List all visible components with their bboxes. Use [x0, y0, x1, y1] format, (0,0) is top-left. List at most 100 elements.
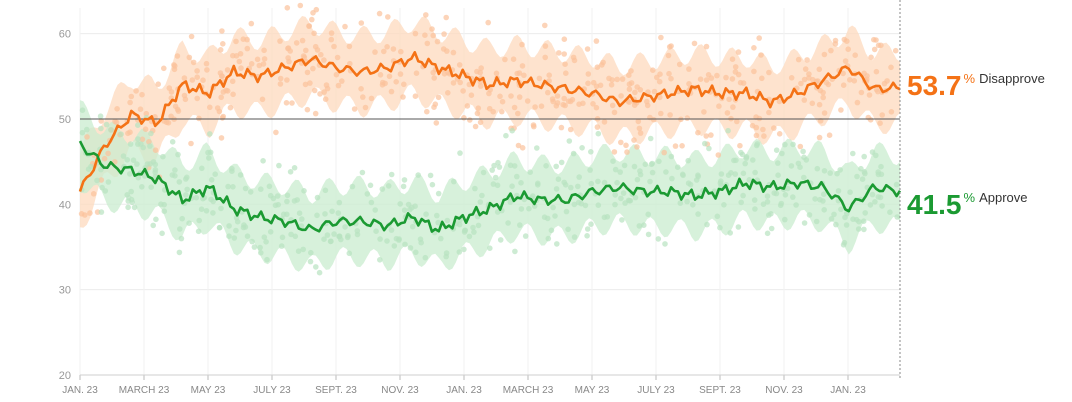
poll-dot-disapprove [715, 152, 722, 158]
poll-dot-disapprove [515, 142, 522, 149]
poll-dot-approve [494, 182, 501, 189]
x-tick-label: SEPT. 23 [315, 385, 357, 396]
poll-dot-approve [728, 170, 734, 176]
poll-dot-approve [727, 230, 733, 236]
poll-dot-approve [622, 200, 628, 206]
poll-dot-approve [258, 186, 264, 192]
poll-dot-approve [788, 163, 795, 169]
poll-dot-approve [828, 216, 835, 222]
poll-dot-disapprove [546, 72, 552, 78]
poll-dot-approve [263, 239, 269, 245]
poll-dot-approve [477, 199, 484, 205]
poll-dot-disapprove [852, 52, 858, 58]
poll-dot-approve [307, 258, 314, 265]
poll-dot-disapprove [828, 47, 834, 54]
poll-dot-disapprove [585, 71, 592, 77]
poll-dot-disapprove [524, 98, 531, 104]
poll-dot-approve [873, 152, 879, 159]
poll-dot-disapprove [324, 85, 331, 92]
poll-dot-disapprove [542, 43, 549, 49]
poll-dot-disapprove [388, 88, 395, 95]
x-tick-label: MARCH 23 [119, 385, 170, 396]
poll-dot-approve [587, 167, 593, 173]
poll-dot-approve [575, 183, 581, 190]
poll-dot-approve [862, 210, 868, 216]
poll-dot-approve [338, 236, 344, 243]
poll-dot-approve [118, 131, 124, 137]
poll-dot-disapprove [826, 132, 833, 138]
poll-dot-disapprove [259, 96, 266, 103]
poll-dot-approve [249, 238, 255, 245]
poll-dot-approve [128, 188, 134, 195]
poll-dot-disapprove [114, 106, 120, 112]
poll-dot-approve [773, 190, 780, 197]
poll-dot-disapprove [328, 30, 335, 36]
poll-dot-disapprove [861, 70, 867, 77]
poll-dot-disapprove [335, 82, 342, 89]
x-tick-label: MARCH 23 [503, 385, 554, 396]
poll-dot-approve [94, 177, 100, 184]
x-tick-label: JULY 23 [253, 385, 291, 396]
poll-dot-disapprove [390, 46, 397, 52]
poll-dot-disapprove [776, 98, 783, 105]
uncertainty-bands [80, 16, 900, 272]
poll-dot-approve [472, 185, 478, 192]
poll-dot-approve [401, 207, 408, 213]
poll-dot-approve [790, 194, 796, 200]
poll-dot-approve [680, 172, 686, 179]
poll-dot-approve [752, 206, 758, 212]
poll-dot-disapprove [735, 49, 742, 55]
poll-dot-disapprove [244, 45, 251, 52]
poll-dot-approve [812, 196, 818, 202]
poll-dot-disapprove [766, 109, 772, 116]
poll-dot-approve [257, 244, 263, 251]
poll-dot-approve [231, 235, 238, 241]
poll-dot-disapprove [618, 139, 624, 146]
poll-dot-disapprove [561, 95, 567, 102]
poll-dot-approve [349, 183, 356, 190]
disapprove-unit: % [963, 71, 976, 86]
poll-dot-approve [298, 223, 305, 229]
poll-dot-approve [267, 229, 274, 235]
poll-dot-disapprove [229, 78, 236, 85]
poll-dot-disapprove [554, 100, 561, 106]
poll-dot-disapprove [139, 136, 146, 143]
poll-dot-disapprove [105, 150, 111, 157]
poll-dot-disapprove [393, 79, 400, 85]
poll-dot-disapprove [637, 87, 644, 93]
poll-dot-approve [507, 199, 514, 205]
poll-dot-approve [588, 221, 594, 227]
poll-dot-disapprove [676, 61, 683, 68]
poll-dot-approve [612, 166, 619, 173]
poll-dot-disapprove [429, 26, 435, 32]
poll-dot-approve [199, 165, 205, 172]
poll-dot-approve [706, 145, 712, 152]
poll-dot-disapprove [873, 86, 880, 93]
poll-dot-approve [503, 132, 509, 139]
poll-dot-approve [867, 202, 874, 208]
poll-dot-approve [300, 246, 307, 253]
poll-dot-approve [377, 236, 383, 242]
poll-dot-approve [206, 155, 212, 161]
poll-dot-approve [742, 160, 748, 167]
poll-dot-disapprove [562, 102, 568, 109]
poll-dot-disapprove [216, 108, 223, 115]
poll-dot-disapprove [139, 91, 145, 98]
poll-dot-approve [105, 179, 112, 185]
poll-dot-approve [687, 181, 694, 188]
poll-dot-disapprove [576, 101, 582, 107]
poll-dot-approve [296, 210, 303, 216]
poll-dot-approve [614, 179, 620, 186]
poll-dot-disapprove [545, 89, 551, 96]
poll-dot-disapprove [322, 96, 329, 102]
poll-dot-disapprove [101, 155, 108, 162]
poll-dot-disapprove [127, 129, 133, 135]
poll-dot-disapprove [567, 126, 574, 133]
poll-dot-disapprove [651, 88, 658, 95]
poll-dot-disapprove [284, 5, 291, 11]
poll-dot-disapprove [339, 78, 345, 84]
poll-dot-disapprove [194, 74, 200, 80]
poll-dot-approve [565, 226, 571, 233]
poll-dot-approve [299, 216, 305, 222]
poll-dot-approve [229, 165, 235, 172]
